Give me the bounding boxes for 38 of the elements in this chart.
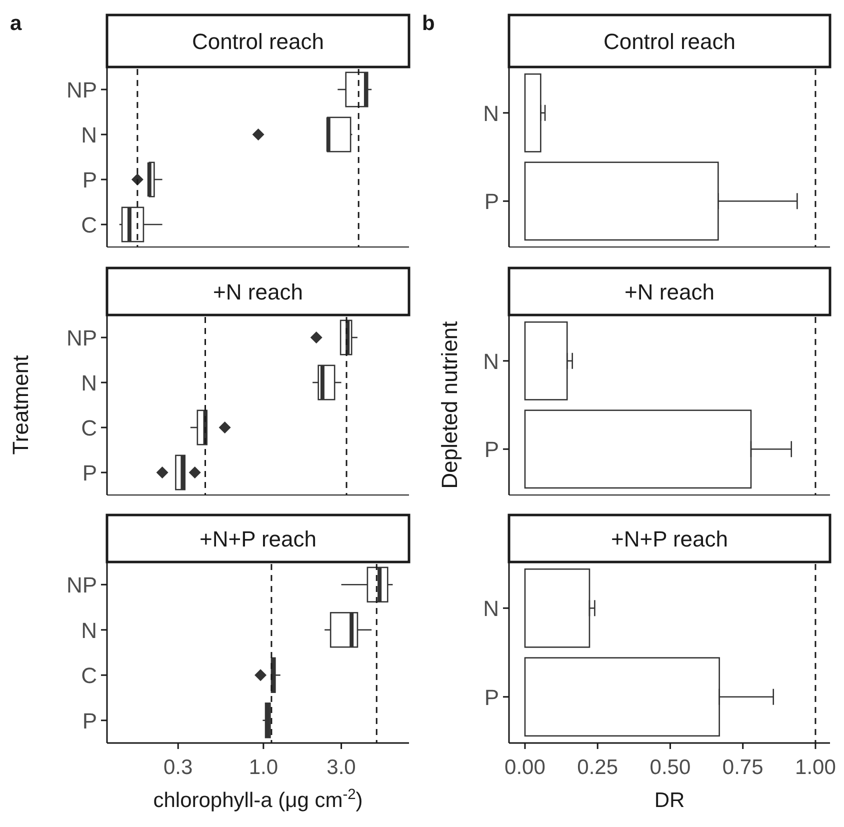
y-tick-label: N xyxy=(81,618,97,643)
chart-title: +N reach xyxy=(213,280,303,304)
y-tick-label: NP xyxy=(66,326,97,350)
x-tick-label: 3.0 xyxy=(326,756,356,779)
y-tick-label: N xyxy=(81,122,97,148)
x-tick-label: 0.75 xyxy=(722,756,764,779)
y-tick-label: C xyxy=(81,663,98,688)
y-axis-title: Depleted nutrient xyxy=(437,321,462,489)
y-tick-label: P xyxy=(82,708,97,734)
text: a xyxy=(10,12,22,35)
x-tick-label: 0.50 xyxy=(650,756,691,779)
y-tick-label: P xyxy=(82,168,97,192)
y-tick-label: N xyxy=(81,370,97,396)
y-tick-label: P xyxy=(484,684,499,710)
y-tick-label: N xyxy=(483,348,499,374)
y-tick-label: NP xyxy=(66,572,97,598)
chart-title: +N reach xyxy=(624,280,714,304)
y-tick-label: P xyxy=(484,437,499,462)
chart-title: +N+P reach xyxy=(199,526,317,552)
x-tick-label: 0.25 xyxy=(577,756,618,779)
y-tick-label: C xyxy=(81,416,98,440)
y-tick-label: N xyxy=(483,596,499,622)
chart-title: +N+P reach xyxy=(610,526,728,552)
y-tick-label: NP xyxy=(66,78,97,102)
y-tick-label: C xyxy=(81,212,98,238)
y-tick-label: P xyxy=(484,189,499,214)
x-tick-label: 0.00 xyxy=(504,756,546,779)
chart-title: Control reach xyxy=(192,29,324,54)
x-axis-title: chlorophyll-a (μg cm$^{-2}$) xyxy=(153,787,363,812)
x-tick-label: 1.0 xyxy=(248,756,278,779)
x-axis-title: DR xyxy=(654,789,685,812)
y-tick-label: N xyxy=(483,100,499,126)
text: b xyxy=(422,12,435,35)
x-tick-label: 0.3 xyxy=(164,756,193,779)
x-tick-label: 1.00 xyxy=(795,756,836,779)
y-tick-label: P xyxy=(82,460,97,486)
chart-title: Control reach xyxy=(603,29,736,54)
y-axis-title: Treatment xyxy=(8,355,33,455)
